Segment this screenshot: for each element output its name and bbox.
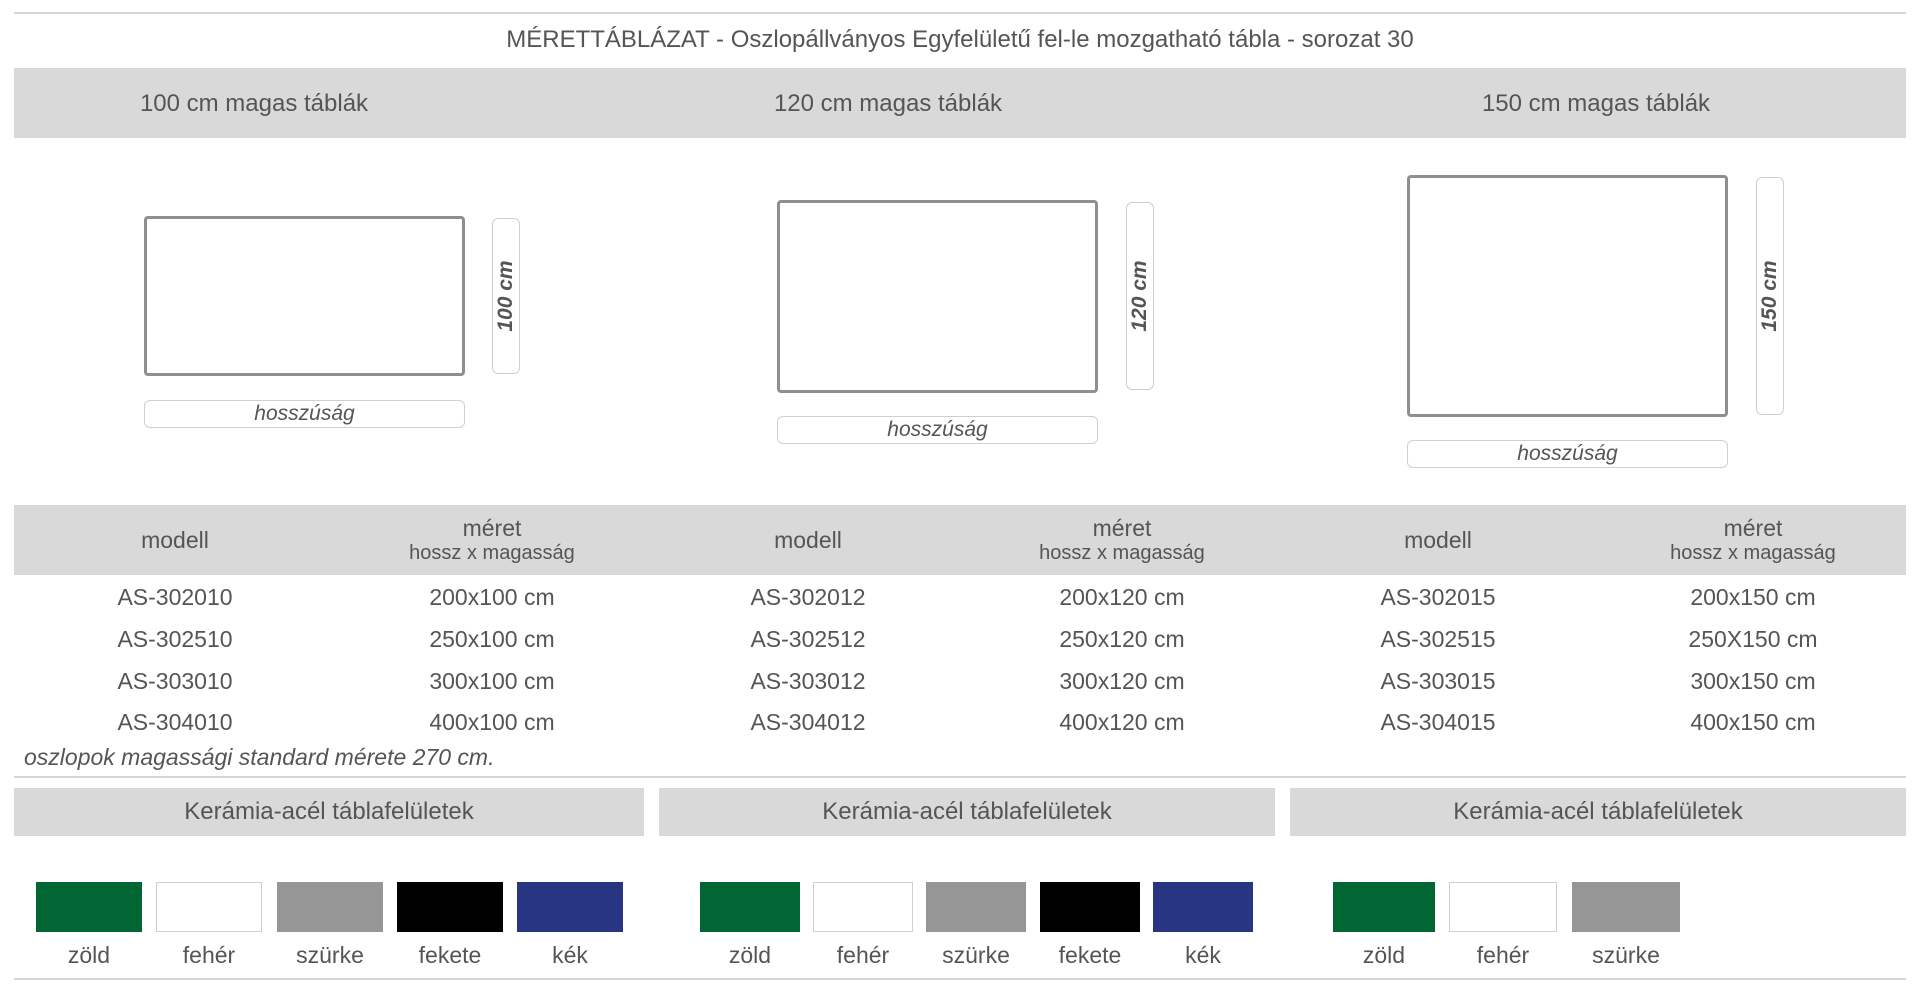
color-label: szürke [942, 942, 1010, 968]
table-cell-model: AS-302010 [117, 584, 233, 610]
table-cell-size: 300x150 cm [1690, 668, 1816, 694]
table-cell-size: 250X150 cm [1688, 626, 1818, 652]
color-label: szürke [296, 942, 364, 968]
board-diagram-100 [144, 216, 465, 376]
bottom-divider [14, 978, 1906, 980]
length-pill-100: hosszúság [144, 400, 465, 428]
group-heading-150: 150 cm magas táblák [1481, 90, 1711, 117]
color-label: fehér [836, 942, 890, 968]
table-cell-size: 250x100 cm [429, 626, 555, 652]
table-cell-model: AS-304010 [117, 709, 233, 735]
group-heading-band [14, 68, 1906, 138]
color-swatch [1040, 882, 1140, 932]
color-swatch [1333, 882, 1435, 932]
color-label: fekete [418, 942, 482, 968]
board-diagram-150 [1407, 175, 1728, 417]
height-label-100: 100 cm [494, 260, 517, 332]
group-heading-120: 120 cm magas táblák [773, 90, 1003, 117]
col-header-model-120: modell [774, 527, 842, 553]
surface-heading-1: Kerámia-acél táblafelületek [14, 788, 644, 836]
table-cell-model: AS-302515 [1380, 626, 1496, 652]
table-cell-model: AS-304012 [750, 709, 866, 735]
table-cell-size: 200x100 cm [429, 584, 555, 610]
table-cell-size: 400x150 cm [1690, 709, 1816, 735]
table-cell-size: 400x100 cm [429, 709, 555, 735]
color-swatch [1572, 882, 1680, 932]
col-header-model-100: modell [141, 527, 209, 553]
table-header-band [14, 505, 1906, 575]
table-cell-model: AS-303012 [750, 668, 866, 694]
color-swatch [277, 882, 383, 932]
color-swatch [397, 882, 503, 932]
surface-heading-3: Kerámia-acél táblafelületek [1290, 788, 1906, 836]
color-label: zöld [67, 942, 111, 968]
table-cell-model: AS-302012 [750, 584, 866, 610]
surface-heading-2: Kerámia-acél táblafelületek [659, 788, 1275, 836]
top-divider [14, 12, 1906, 14]
color-swatch [156, 882, 262, 932]
color-label: kék [1185, 942, 1221, 968]
color-label: fekete [1058, 942, 1122, 968]
table-cell-size: 400x120 cm [1059, 709, 1185, 735]
table-cell-size: 300x100 cm [429, 668, 555, 694]
length-pill-150: hosszúság [1407, 440, 1728, 468]
color-swatch [926, 882, 1026, 932]
length-pill-120: hosszúság [777, 416, 1098, 444]
col-header-model-150: modell [1404, 527, 1472, 553]
col-header-size-150: méret hossz x magasság [1670, 515, 1836, 564]
color-label: fehér [1476, 942, 1530, 968]
color-label: szürke [1592, 942, 1660, 968]
table-cell-model: AS-302512 [750, 626, 866, 652]
table-cell-size: 250x120 cm [1059, 626, 1185, 652]
height-pill-120: 120 cm [1126, 202, 1154, 390]
col-header-size-120: méret hossz x magasság [1039, 515, 1205, 564]
table-cell-model: AS-304015 [1380, 709, 1496, 735]
table-cell-model: AS-302015 [1380, 584, 1496, 610]
color-label: zöld [728, 942, 772, 968]
color-swatch [1153, 882, 1253, 932]
table-cell-model: AS-303015 [1380, 668, 1496, 694]
color-label: fehér [182, 942, 236, 968]
height-label-150: 150 cm [1758, 260, 1781, 332]
color-swatch [813, 882, 913, 932]
footnote: oszlopok magassági standard mérete 270 c… [24, 744, 495, 770]
height-label-120: 120 cm [1128, 260, 1151, 332]
col-header-size-100: méret hossz x magasság [409, 515, 575, 564]
color-label: zöld [1362, 942, 1406, 968]
color-swatch [700, 882, 800, 932]
height-pill-150: 150 cm [1756, 177, 1784, 415]
table-cell-size: 200x150 cm [1690, 584, 1816, 610]
color-swatch [1449, 882, 1557, 932]
color-label: kék [552, 942, 588, 968]
table-cell-size: 300x120 cm [1059, 668, 1185, 694]
table-cell-size: 200x120 cm [1059, 584, 1185, 610]
table-cell-model: AS-303010 [117, 668, 233, 694]
middle-divider [14, 776, 1906, 778]
color-swatch [36, 882, 142, 932]
page-title: MÉRETTÁBLÁZAT - Oszlopállványos Egyfelül… [506, 26, 1414, 53]
color-swatch [517, 882, 623, 932]
board-diagram-120 [777, 200, 1098, 393]
group-heading-100: 100 cm magas táblák [139, 90, 369, 117]
height-pill-100: 100 cm [492, 218, 520, 374]
table-cell-model: AS-302510 [117, 626, 233, 652]
